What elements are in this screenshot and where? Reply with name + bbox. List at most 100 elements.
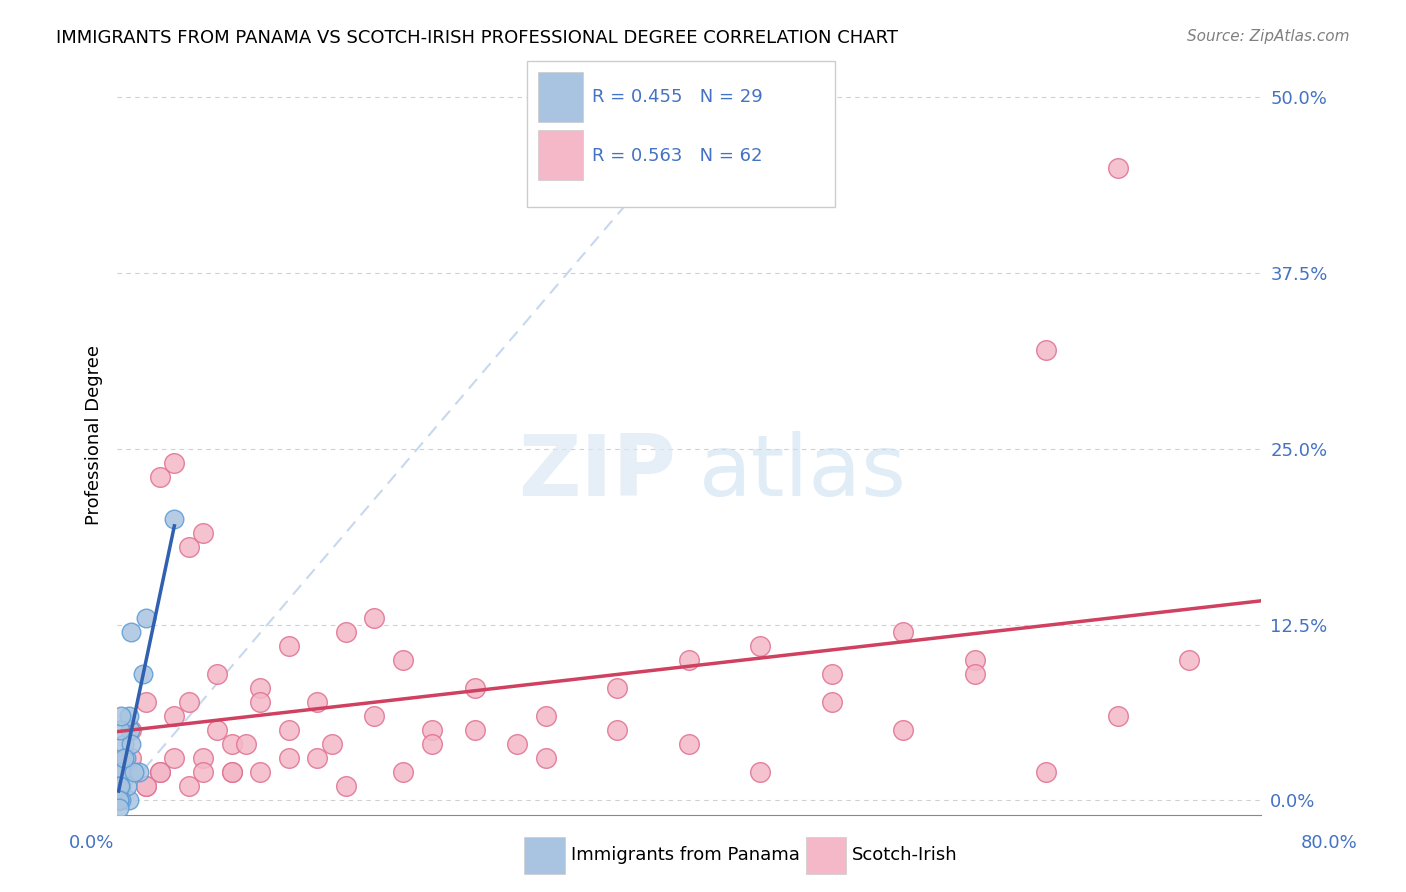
Point [177, 541, 200, 555]
Text: 0.0%: 0.0% [69, 834, 114, 852]
Point [135, 610, 157, 624]
Point [117, 793, 139, 807]
Point [121, 723, 143, 738]
Point [112, 765, 135, 780]
Point [1035, 343, 1057, 358]
Point [107, 793, 129, 807]
Point [110, 780, 132, 794]
Point [335, 780, 357, 794]
Point [606, 681, 628, 695]
Point [749, 639, 772, 653]
Point [821, 667, 844, 681]
Point [135, 780, 157, 794]
Point [117, 709, 139, 723]
Point [321, 737, 343, 751]
Point [108, 780, 131, 794]
Text: atlas: atlas [699, 432, 907, 515]
Point [891, 723, 914, 738]
Point [821, 695, 844, 709]
Point [163, 751, 186, 765]
Point [420, 723, 443, 738]
Point [392, 765, 415, 780]
Point [107, 793, 129, 807]
Y-axis label: Professional Degree: Professional Degree [86, 345, 103, 524]
Text: R = 0.455   N = 29: R = 0.455 N = 29 [592, 88, 762, 106]
Point [1035, 765, 1057, 780]
Point [249, 681, 271, 695]
Point [363, 610, 385, 624]
Point [110, 793, 132, 807]
Point [221, 765, 243, 780]
Point [108, 723, 131, 738]
Point [191, 765, 214, 780]
Point [163, 456, 186, 470]
Point [163, 512, 186, 526]
Point [463, 723, 485, 738]
Point [132, 667, 155, 681]
Point [307, 751, 329, 765]
Point [107, 793, 129, 807]
Point [307, 695, 329, 709]
Point [149, 765, 172, 780]
Point [678, 653, 700, 667]
Point [207, 667, 229, 681]
Point [606, 723, 628, 738]
Point [121, 737, 143, 751]
Point [1107, 161, 1129, 175]
Point [149, 470, 172, 484]
Point [221, 737, 243, 751]
Point [207, 723, 229, 738]
Point [221, 765, 243, 780]
Point [128, 765, 150, 780]
Point [107, 793, 129, 807]
Point [124, 765, 146, 780]
Text: 80.0%: 80.0% [1301, 834, 1357, 852]
Text: R = 0.563   N = 62: R = 0.563 N = 62 [592, 147, 762, 165]
Point [135, 780, 157, 794]
Point [191, 751, 214, 765]
Point [114, 751, 136, 765]
Point [118, 723, 141, 738]
Text: IMMIGRANTS FROM PANAMA VS SCOTCH-IRISH PROFESSIONAL DEGREE CORRELATION CHART: IMMIGRANTS FROM PANAMA VS SCOTCH-IRISH P… [56, 29, 898, 46]
Point [115, 780, 138, 794]
Point [108, 780, 131, 794]
Point [235, 737, 257, 751]
Point [392, 653, 415, 667]
Point [110, 709, 132, 723]
Point [121, 751, 143, 765]
Point [135, 695, 157, 709]
Point [1178, 653, 1201, 667]
Text: ZIP: ZIP [519, 432, 676, 515]
Point [277, 751, 299, 765]
Point [177, 780, 200, 794]
Point [963, 667, 986, 681]
Point [177, 695, 200, 709]
Point [891, 624, 914, 639]
Text: Immigrants from Panama: Immigrants from Panama [571, 847, 800, 864]
Point [191, 526, 214, 541]
Point [249, 765, 271, 780]
Point [420, 737, 443, 751]
Point [534, 709, 557, 723]
Point [112, 751, 135, 765]
Point [112, 737, 135, 751]
Text: Source: ZipAtlas.com: Source: ZipAtlas.com [1187, 29, 1350, 44]
Point [363, 709, 385, 723]
Point [463, 681, 485, 695]
Point [678, 737, 700, 751]
Point [107, 800, 129, 814]
Point [107, 780, 129, 794]
Point [749, 765, 772, 780]
Point [107, 780, 129, 794]
Point [534, 751, 557, 765]
Point [1107, 709, 1129, 723]
Point [277, 639, 299, 653]
Point [110, 765, 132, 780]
Point [963, 653, 986, 667]
Point [163, 709, 186, 723]
Point [249, 695, 271, 709]
Point [506, 737, 529, 751]
Point [149, 765, 172, 780]
Point [121, 624, 143, 639]
Point [335, 624, 357, 639]
